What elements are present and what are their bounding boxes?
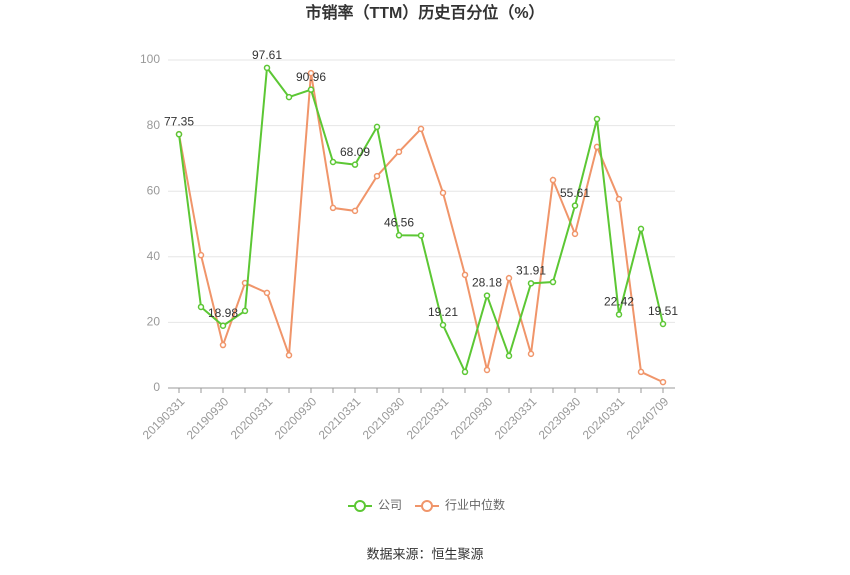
y-tick-label: 100: [140, 52, 160, 66]
point: [373, 172, 381, 180]
y-tick-label: 40: [147, 249, 161, 263]
point: [615, 195, 623, 203]
point: [285, 93, 293, 101]
x-tick-label: 20230331: [492, 394, 540, 442]
x-tick-label: 20200930: [272, 394, 320, 442]
data-label: 28.18: [472, 276, 502, 290]
data-label: 46.56: [384, 215, 414, 229]
legend-label: 行业中位数: [445, 497, 505, 512]
point: [593, 143, 601, 151]
point: [417, 125, 425, 133]
data-label: 97.61: [252, 48, 282, 62]
point: [527, 350, 535, 358]
x-tick-label: 20210930: [360, 394, 408, 442]
point: [329, 158, 337, 166]
point: [505, 274, 513, 282]
point: [439, 321, 447, 329]
point: [505, 352, 513, 360]
point: [439, 189, 447, 197]
point: [637, 225, 645, 233]
x-tick-label: 20240331: [580, 394, 628, 442]
point: [241, 307, 249, 315]
data-label: 77.35: [164, 114, 194, 128]
data-label: 31.91: [516, 264, 546, 278]
point: [395, 232, 403, 239]
source: 数据来源：恒生聚源: [366, 546, 483, 561]
data-label: 19.21: [428, 305, 458, 319]
point: [483, 292, 491, 299]
data-label: 55.61: [560, 186, 590, 200]
point: [351, 161, 359, 168]
y-tick-label: 80: [147, 118, 161, 132]
chart-title: 市销率（TTM）历史百分位（%）: [305, 3, 544, 22]
x-tick-label: 20200331: [228, 394, 276, 442]
data-label: 18.98: [208, 306, 238, 320]
point: [659, 320, 667, 328]
x-tick-label: 20190930: [184, 394, 232, 442]
y-tick-label: 60: [147, 183, 161, 197]
point: [659, 378, 667, 386]
point: [263, 289, 271, 297]
point: [373, 123, 381, 131]
x-tick-label: 20230930: [536, 394, 584, 442]
point: [351, 207, 359, 215]
point: [571, 230, 579, 238]
x-tick-label: 20210331: [316, 394, 364, 442]
point: [483, 366, 491, 374]
point: [549, 176, 557, 184]
point: [197, 251, 205, 259]
point: [461, 271, 469, 279]
point: [307, 69, 315, 77]
series-line: [178, 65, 664, 375]
point: [549, 278, 557, 286]
data-label: 19.51: [648, 304, 678, 318]
point: [197, 303, 205, 311]
point: [219, 322, 227, 329]
data-label: 22.42: [604, 295, 634, 309]
legend-label: 公司: [378, 498, 402, 512]
point: [461, 368, 469, 376]
y-tick-label: 0: [153, 380, 160, 394]
legend-marker: [421, 500, 433, 512]
point: [637, 368, 645, 376]
x-tick-label: 20220331: [404, 394, 452, 442]
point: [417, 232, 425, 239]
point: [219, 341, 227, 349]
point: [307, 86, 315, 93]
point: [571, 202, 579, 209]
point: [175, 131, 183, 138]
data-label: 90.96: [296, 70, 326, 84]
x-tick-label: 20190331: [140, 394, 188, 442]
point: [329, 204, 337, 212]
point: [615, 311, 623, 318]
x-tick-label: 20240709: [624, 394, 672, 442]
point: [263, 64, 271, 72]
data-label: 68.09: [340, 145, 370, 159]
point: [285, 351, 293, 359]
legend-marker: [354, 500, 366, 512]
x-tick-label: 20220930: [448, 394, 496, 442]
point: [395, 148, 403, 156]
point: [527, 280, 535, 287]
y-tick-label: 20: [147, 315, 161, 329]
point: [593, 115, 601, 123]
